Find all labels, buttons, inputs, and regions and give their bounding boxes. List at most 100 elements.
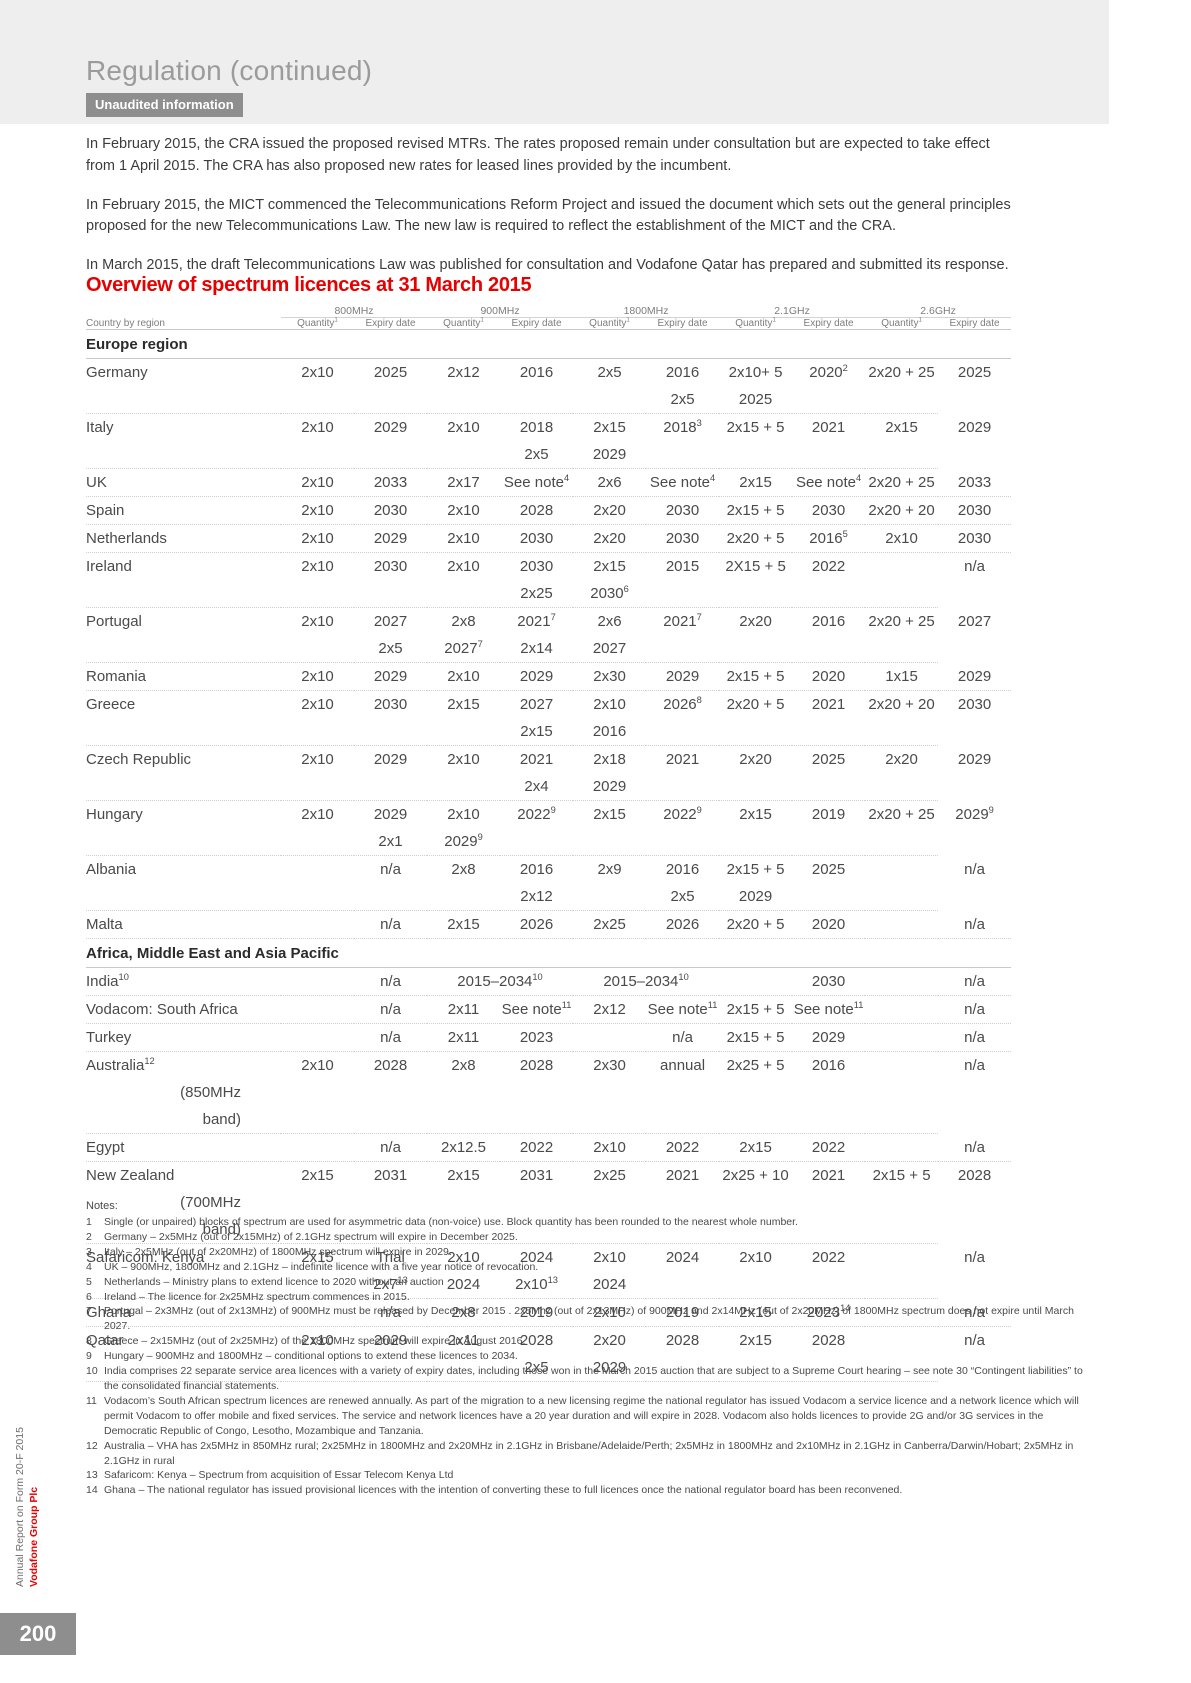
page-number: 200: [0, 1613, 76, 1655]
row-cell: 2015: [665, 558, 700, 575]
row-cell: 2x15: [593, 558, 626, 575]
row-cell-continuation: 20299: [427, 828, 501, 856]
row-cell-continuation: [719, 1079, 792, 1106]
row-cell: 2030: [646, 496, 720, 525]
row-cell-continuation: [646, 635, 720, 663]
row-cell: 2027: [519, 696, 554, 713]
row-cell: 2x9: [597, 861, 622, 878]
row-cell: 2x10: [447, 419, 480, 436]
row-cell-continuation: [354, 441, 428, 469]
row-cell: 2026: [646, 910, 720, 939]
row-cell: 2022: [646, 1133, 720, 1162]
row-cell: 2x20: [573, 496, 647, 525]
row-cell: 2x10: [427, 662, 501, 691]
row-country-label: New Zealand: [86, 1167, 175, 1184]
row-country-label: Vodacom: South Africa: [86, 995, 281, 1024]
note-item: 2 Germany – 2x5MHz (out of 2x15MHz) of 2.…: [86, 1230, 1086, 1245]
row-cell: 2x17: [427, 468, 501, 497]
row-cell: 2026: [500, 910, 574, 939]
row-cell-continuation: [719, 718, 793, 746]
table-row-continuation: 2x5 2029: [86, 441, 1011, 469]
row-cell: 2030: [354, 496, 428, 525]
row-cell-continuation: (850MHz: [180, 1084, 241, 1101]
row-cell: 2x20 + 20: [865, 496, 939, 525]
row-cell: 2033: [938, 468, 1012, 497]
row-cell: 2022: [792, 1133, 866, 1162]
row-cell-continuation: [354, 1216, 428, 1244]
column-header-expiry-2600: Expiry date: [938, 317, 1012, 330]
row-cell-continuation: [865, 883, 939, 911]
note-number: 10: [86, 1365, 98, 1378]
row-cell-continuation: [427, 1216, 501, 1244]
row-cell: n/a: [938, 967, 1012, 996]
row-cell: 2X15 + 5: [725, 558, 786, 575]
row-cell: n/a: [354, 1133, 428, 1162]
table-row: Netherlands 2x10 2029 2x10 2030 2x20 2030 2x20 …: [86, 524, 1012, 553]
row-cell: [573, 1023, 647, 1052]
row-cell: 2029: [354, 662, 428, 691]
row-cell: 2029: [373, 806, 408, 823]
row-cell: n/a: [964, 861, 985, 878]
row-cell-continuation: [281, 441, 354, 469]
row-cell-continuation: [865, 441, 939, 469]
table-row: UK 2x10 2033 2x17 See note4 2x6 See note4 2x15 S…: [86, 468, 1012, 497]
row-cell-continuation: 2x12: [500, 883, 574, 911]
row-cell: 2x20: [573, 524, 647, 553]
table-row-continuation: 2x12 2x5 2029: [86, 883, 1011, 911]
row-cell-continuation: band): [86, 1106, 281, 1134]
row-cell: 2029: [373, 1332, 408, 1349]
row-cell: [865, 1023, 939, 1052]
note-number: 11: [86, 1394, 97, 1407]
row-cell: 2016: [811, 613, 846, 630]
row-cell-continuation: [865, 718, 939, 746]
row-cell-continuation: 2x1013: [500, 1271, 574, 1299]
row-cell-continuation: [354, 773, 428, 801]
row-cell-continuation: 2x1: [354, 828, 428, 856]
table-row: Greece 2x10 2030 2x15 2027 2x10 20268 2x20 + 5 2…: [86, 691, 1011, 719]
region-header-row: Africa, Middle East and Asia Pacific: [86, 938, 1012, 968]
row-cell-continuation: [792, 1106, 866, 1134]
footnote-marker: 10: [532, 972, 543, 982]
row-country-label: Turkey: [86, 1023, 281, 1052]
row-cell: 2030: [792, 496, 866, 525]
row-cell: 2029: [646, 662, 720, 691]
row-cell: n/a: [938, 1133, 1012, 1162]
row-cell: 2016: [811, 1057, 846, 1074]
row-cell-continuation: 2027: [573, 635, 647, 663]
row-cell-continuation: [792, 441, 866, 469]
row-country-label: Qatar: [86, 1332, 124, 1349]
band-header-row: 800MHz 900MHz 1800MHz 2.1GHz 2.6GHz: [86, 305, 1012, 318]
row-cell: 2x10: [301, 1057, 334, 1074]
quantity-label: Quantity: [881, 318, 919, 329]
row-cell-continuation: [646, 580, 720, 608]
table-row-continuation: band): [86, 1216, 1011, 1244]
row-cell-continuation: 2x25: [500, 580, 574, 608]
row-cell-continuation: [865, 1354, 939, 1382]
row-cell-continuation: [427, 883, 501, 911]
row-cell-continuation: 2029: [719, 883, 793, 911]
row-cell-continuation: [86, 635, 281, 663]
table-row: Qatar 2x10 2029 2x11 2028 2x20 2028 2x15 2028 n/a: [86, 1327, 1011, 1355]
table-body: Europe region Germany 2x10 2025 2x12 2016 2x5 2…: [86, 329, 1012, 1382]
spine-brand: Vodafone Group Plc: [28, 1487, 40, 1587]
row-cell: 2x10: [447, 558, 480, 575]
row-cell: 2x20: [593, 1332, 626, 1349]
row-cell-continuation: [792, 386, 866, 414]
row-cell-continuation: [719, 1216, 793, 1244]
quantity-footnote-marker: 1: [626, 316, 630, 324]
row-cell: 20229: [663, 805, 702, 823]
quantity-label: Quantity: [735, 318, 773, 329]
note-text: Italy – 2x5MHz (out of 2x20MHz) of 1800M…: [104, 1245, 452, 1258]
quantity-footnote-marker: 1: [480, 316, 484, 324]
row-cell: 2028: [500, 496, 574, 525]
row-cell-continuation: 2x5: [500, 441, 574, 469]
table-row-continuation: 2x5 20277 2x14 2027: [86, 635, 1011, 663]
table-row: Albania n/a 2x8 2016 2x9 2016 2x15 + 5 2025 n/a: [86, 856, 1011, 884]
row-cell: 2025: [373, 364, 408, 381]
row-cell-continuation: 2x5: [646, 883, 720, 911]
row-cell-continuation: [500, 386, 574, 414]
row-cell-continuation: [86, 773, 281, 801]
note-number: 6: [86, 1290, 92, 1303]
row-cell: See note4: [500, 468, 574, 497]
row-cell-continuation: [646, 828, 720, 856]
